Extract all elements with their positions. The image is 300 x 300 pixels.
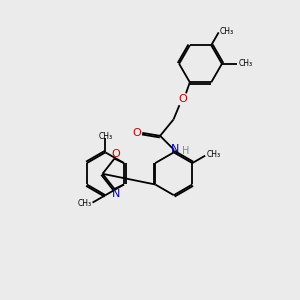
Text: O: O xyxy=(178,94,187,104)
Text: O: O xyxy=(133,128,141,138)
Text: H: H xyxy=(182,146,190,156)
Text: N: N xyxy=(112,189,120,199)
Text: CH₃: CH₃ xyxy=(206,150,220,159)
Text: CH₃: CH₃ xyxy=(219,27,233,36)
Text: N: N xyxy=(171,144,179,154)
Text: CH₃: CH₃ xyxy=(77,199,91,208)
Text: O: O xyxy=(112,149,120,159)
Text: CH₃: CH₃ xyxy=(98,131,112,140)
Text: CH₃: CH₃ xyxy=(238,59,252,68)
